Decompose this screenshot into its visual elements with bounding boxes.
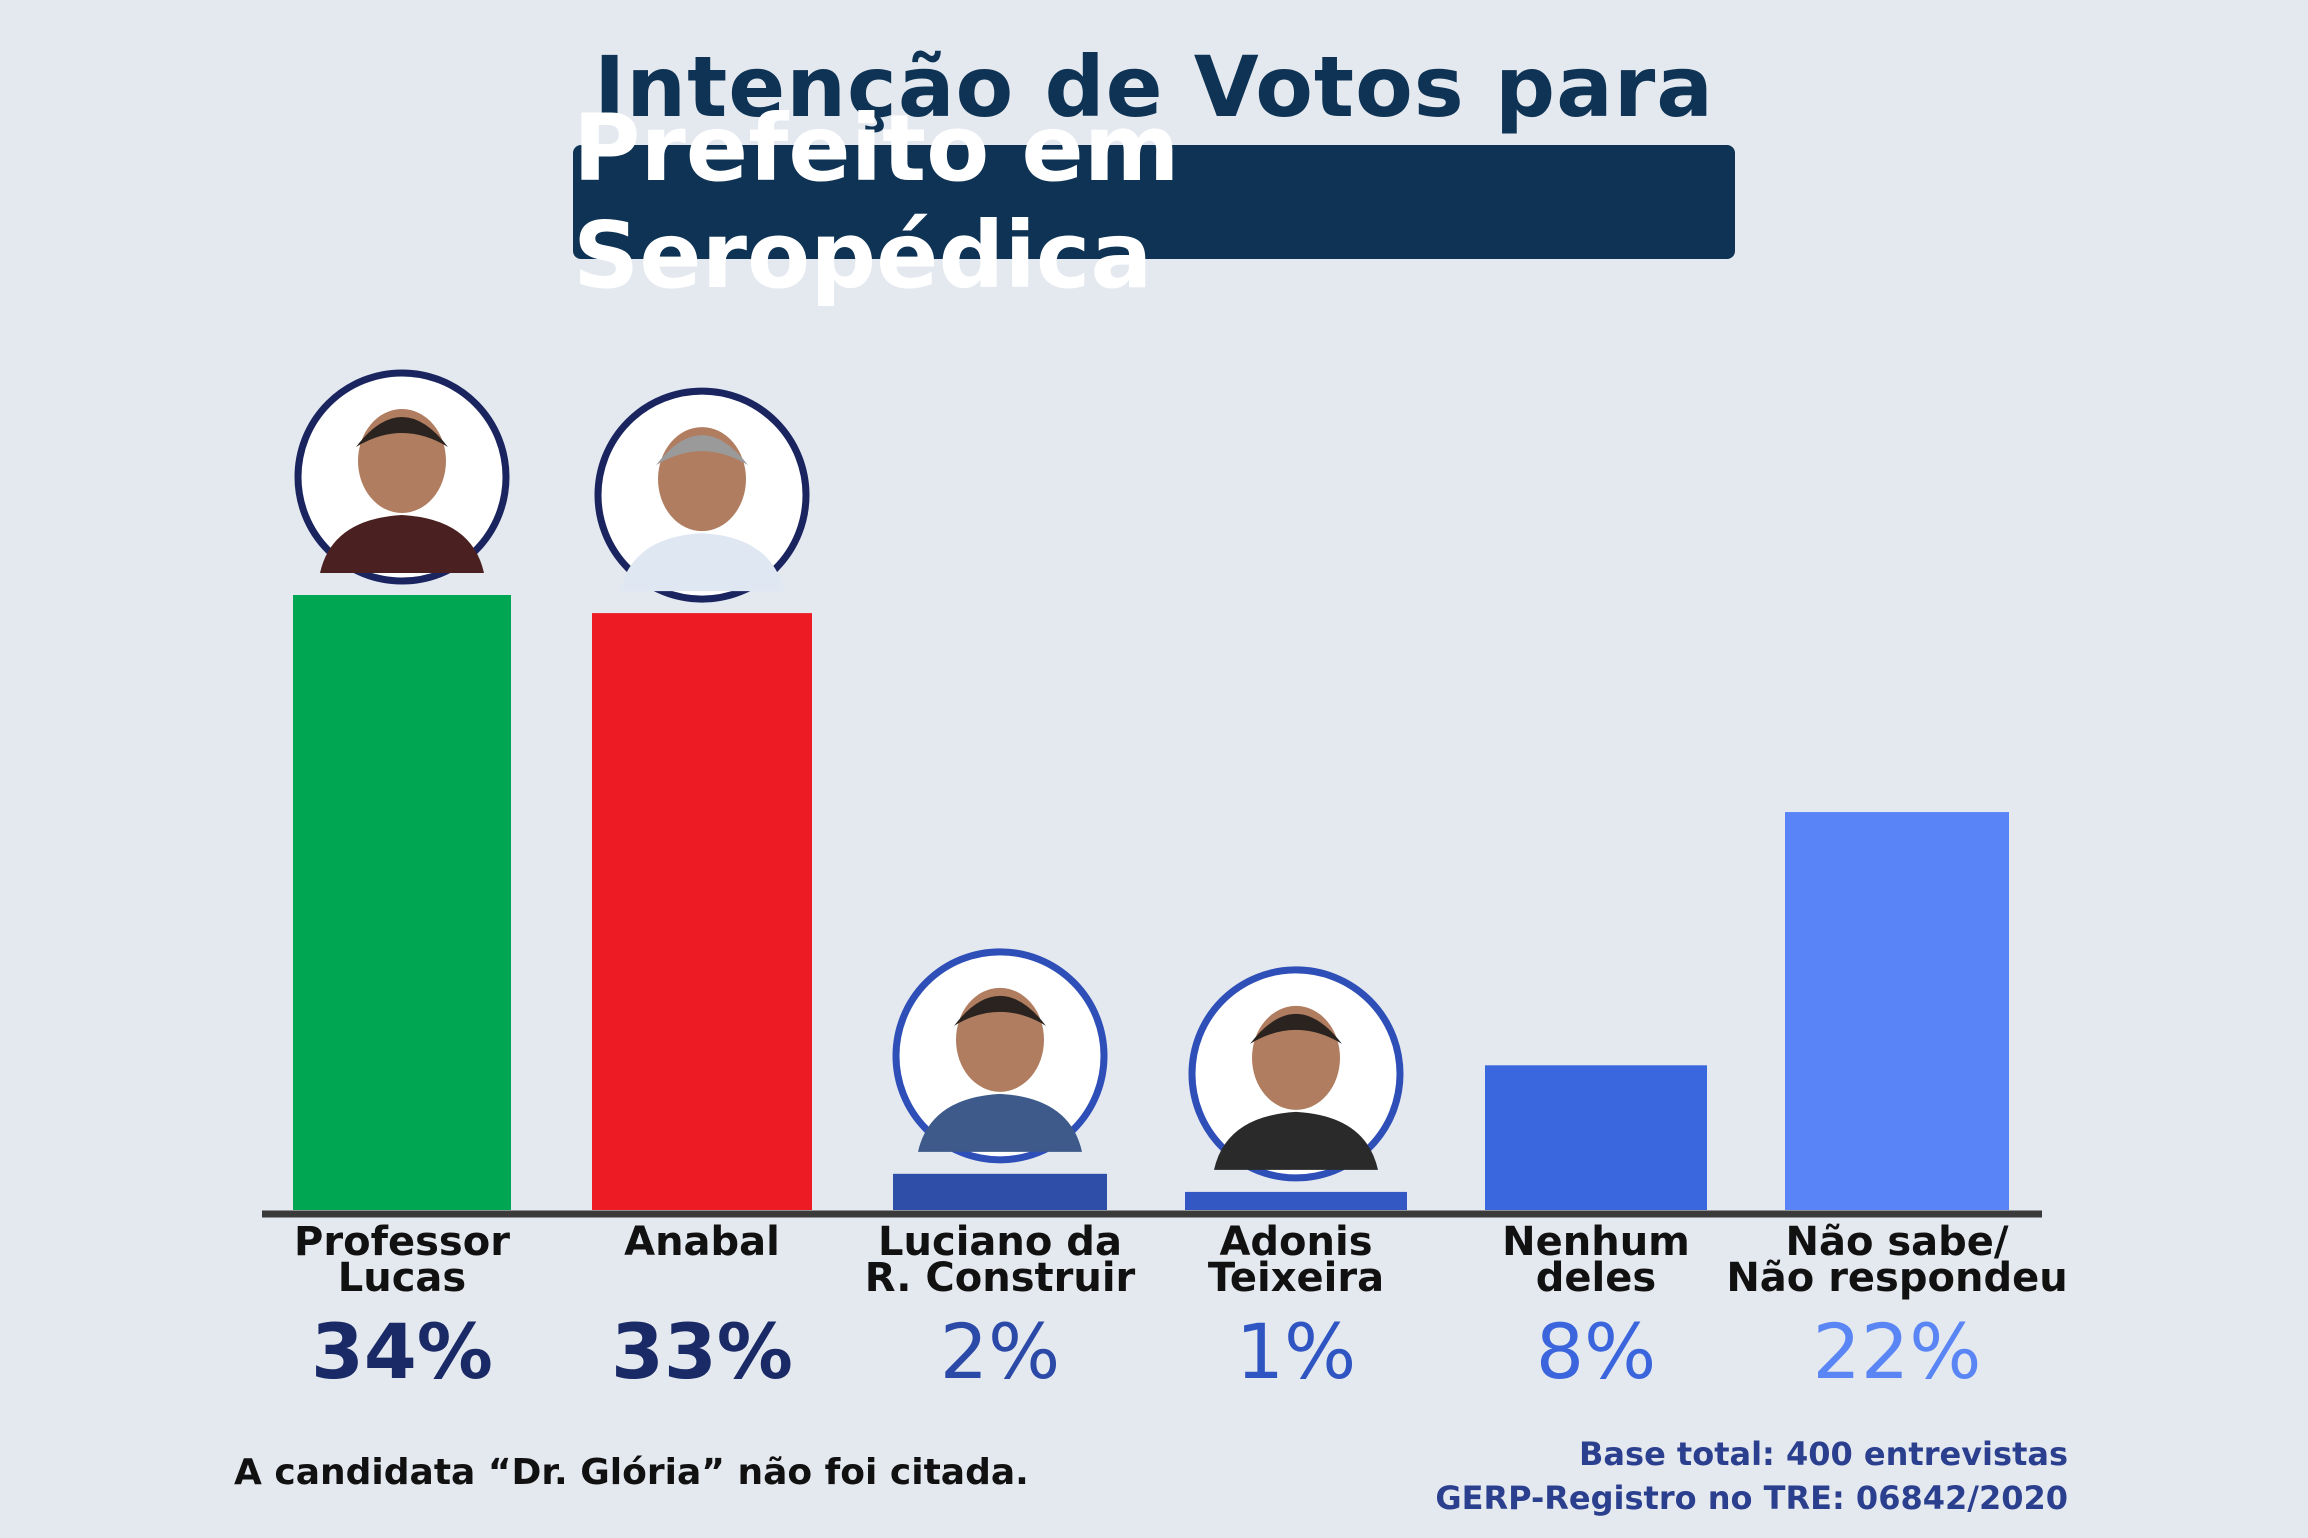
value-label-5: 22% [1813,1307,1982,1396]
category-label-1-0: Anabal [624,1219,780,1265]
category-label-5-0: Não sabe/ [1785,1219,2008,1265]
photo-body-0 [320,515,484,573]
photo-body-1 [620,533,784,592]
bar-5 [1785,812,2009,1210]
bar-2 [893,1173,1107,1210]
footnote: A candidata “Dr. Glória” não foi citada. [234,1452,1029,1493]
category-label-3-0: Adonis [1219,1219,1372,1265]
base-total: Base total: 400 entrevistas [1579,1435,2068,1473]
category-label-2-1: R. Construir [865,1255,1136,1301]
bar-3 [1185,1191,1407,1210]
category-label-4-0: Nenhum [1502,1219,1690,1265]
photo-body-2 [918,1093,1082,1152]
bar-0 [293,595,511,1210]
chart-title-banner: Prefeito em Seropédica [573,95,1735,309]
category-label-3-1: Teixeira [1208,1255,1384,1301]
category-label-5-1: Não respondeu [1726,1255,2067,1301]
category-label-0-0: Professor [294,1219,510,1265]
candidate-photo-2 [892,948,1108,1164]
category-label-2-0: Luciano da [878,1219,1122,1265]
photo-hair-1 [656,435,748,466]
photo-hair-0 [356,417,448,447]
candidate-photo-1 [594,387,810,603]
chart-title-line1: Intenção de Votos para [594,38,1714,136]
value-label-4: 8% [1536,1307,1657,1396]
category-label-0-1: Lucas [338,1255,466,1301]
chart-title-line2: Prefeito em Seropédica [573,95,1180,309]
registration-number: GERP-Registro no TRE: 06842/2020 [1435,1479,2068,1517]
value-label-0: 34% [311,1307,493,1396]
value-label-3: 1% [1236,1307,1357,1396]
base-info: Base total: 400 entrevistas GERP-Registr… [1435,1432,2068,1520]
candidate-photo-3 [1188,966,1404,1182]
photo-hair-2 [954,995,1046,1026]
category-label-4-1: deles [1536,1255,1656,1301]
photo-body-3 [1214,1111,1378,1170]
candidate-photo-0 [294,369,510,585]
value-label-1: 33% [611,1307,793,1396]
bar-1 [592,613,812,1210]
photo-hair-3 [1250,1013,1342,1044]
bar-4 [1485,1065,1707,1210]
value-label-2: 2% [940,1307,1061,1396]
